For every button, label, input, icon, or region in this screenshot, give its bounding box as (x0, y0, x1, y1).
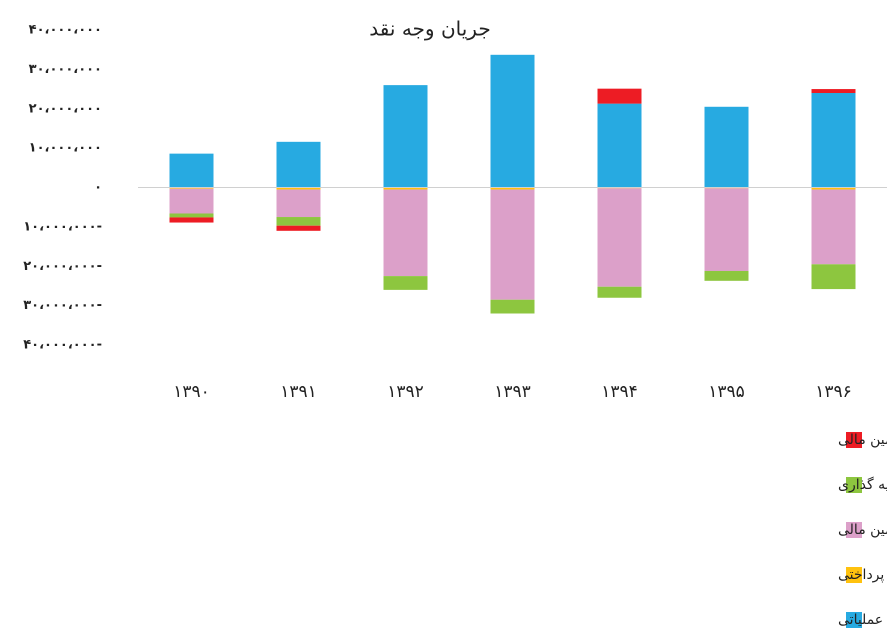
bar-segment (169, 213, 214, 218)
bar-segment (811, 189, 856, 265)
y-tick-label: ۳۰،۰۰۰،۰۰۰ (29, 62, 102, 77)
x-tick-label: ۱۳۹۱ (280, 382, 317, 402)
bar-segment (383, 276, 428, 290)
bar-segment (704, 188, 749, 271)
legend-swatch (846, 522, 862, 538)
y-tick-label: ۴۰،۰۰۰،۰۰۰- (23, 338, 102, 353)
chart-title: جریان وجه نقد (369, 17, 490, 41)
bar-segment (276, 189, 321, 218)
bar-segment (276, 187, 321, 190)
legend-label: جریان خالص ورود (خروج) وجه نقد ناشی از ف… (838, 432, 887, 448)
bar-segment (704, 270, 749, 281)
y-tick-label: ۰ (94, 180, 102, 195)
legend-swatch (846, 612, 862, 628)
x-tick-label: ۱۳۹۴ (601, 382, 638, 402)
bar-segment (597, 103, 642, 188)
bar-segment (169, 153, 214, 188)
y-tick-label: ۳۰،۰۰۰،۰۰۰- (23, 298, 102, 313)
legend-label: جریان خالص ورود (خروج)وجه نقد ناشی از با… (838, 521, 887, 538)
bar-segment (811, 89, 856, 93)
legend-swatch (846, 432, 862, 448)
bar-segment (490, 189, 535, 300)
bar-segment (597, 88, 642, 104)
bar-segment (811, 187, 856, 190)
bar-segment (811, 93, 856, 188)
x-tick-label: ۱۳۹۳ (494, 382, 531, 402)
y-tick-label: ۱۰،۰۰۰،۰۰۰ (29, 141, 102, 156)
bar-segment (597, 188, 642, 287)
bar-segment (169, 188, 214, 214)
legend-label: مالیات بر درآمد پرداختی (838, 566, 887, 583)
x-tick-label: ۱۳۹۰ (173, 382, 210, 402)
x-tick-label: ۱۳۹۲ (387, 382, 424, 402)
bar-segment (383, 187, 428, 190)
bar-segment (276, 217, 321, 226)
x-tick-label: ۱۳۹۵ (708, 382, 745, 402)
bar-segment (276, 141, 321, 188)
y-tick-label: ۴۰،۰۰۰،۰۰۰ (29, 23, 102, 38)
bar-segment (490, 299, 535, 314)
y-tick-label: ۲۰،۰۰۰،۰۰۰ (29, 101, 102, 116)
legend-label: جریان خالص ورود (خروج) وجه نقد ناشی از ف… (838, 612, 887, 628)
bar-segment (383, 189, 428, 277)
legend-swatch (846, 477, 862, 493)
bar-segment (169, 187, 214, 189)
bar-segment (490, 54, 535, 188)
bar-segment (169, 217, 214, 223)
x-tick-label: ۱۳۹۶ (815, 382, 852, 402)
legend-swatch (846, 567, 862, 583)
bar-segment (383, 85, 428, 188)
bar-segment (811, 264, 856, 290)
bar-segment (276, 225, 321, 231)
y-tick-label: ۲۰،۰۰۰،۰۰۰- (23, 259, 102, 274)
bar-segment (490, 187, 535, 190)
legend-label: جریان خالص ورود (خروج)وجه نقد ناشی از فع… (838, 476, 887, 493)
bar-segment (597, 286, 642, 298)
bar-segment (704, 106, 749, 188)
y-tick-label: ۱۰،۰۰۰،۰۰۰- (23, 219, 102, 234)
